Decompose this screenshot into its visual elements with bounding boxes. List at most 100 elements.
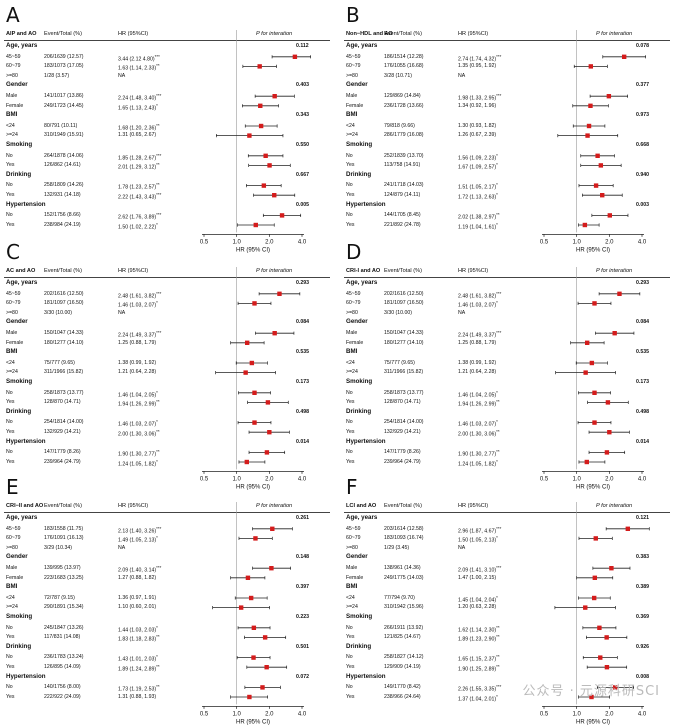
hr-ci: 1.21 (0.64, 2.28) <box>118 369 157 376</box>
event-total: 126/895 (14.09) <box>44 664 81 670</box>
hr-point <box>597 625 602 630</box>
table-rows: Age, years 0.261 45~59 183/1558 (11.75) 2.13… <box>4 502 330 725</box>
subgroup-row: Female 249/1775 (14.03) 1.47 (1.00, 2.15) <box>344 574 670 583</box>
hr-point <box>612 331 617 336</box>
hr-ci: 1.38 (0.99, 1.92) <box>118 359 157 366</box>
significance-stars: *** <box>156 525 162 531</box>
significance-stars: * <box>496 152 498 158</box>
table-header: CRI-I and AO Event/Total (%) HR (95%CI) P f… <box>344 267 670 278</box>
hr-ci: 2.26 (1.55, 3.35)*** <box>458 684 502 693</box>
header-exposure: LCI and AO <box>346 503 377 509</box>
event-total: 79/818 (9.66) <box>384 122 415 129</box>
event-total: 258/1873 (13.77) <box>384 389 424 396</box>
event-total: 222/922 (24.09) <box>44 693 81 700</box>
subgroup-row: <24 75/777 (9.65) 1.38 (0.99, 1.92) <box>4 359 330 368</box>
event-total: 129/909 (14.19) <box>384 664 421 670</box>
subgroup-label: Yes <box>346 664 355 670</box>
hr-point <box>589 694 594 700</box>
significance-stars: ** <box>156 182 160 188</box>
hr-ci: 1.98 (1.33, 2.95)*** <box>458 93 502 102</box>
p-interaction: 0.072 <box>296 673 309 680</box>
subgroup-label: >=80 <box>346 309 358 316</box>
x-tick-label: 4.0 <box>298 476 307 482</box>
subgroup-row: Yes 239/964 (24.79) 1.24 (1.05, 1.82)* <box>344 458 670 468</box>
group-name: BMI <box>6 348 18 356</box>
group-name: Hypertension <box>346 437 386 445</box>
hr-ci: 1.51 (1.05, 2.17)* <box>458 182 498 192</box>
x-axis-title: HR (95% CI) <box>576 247 610 253</box>
event-total: 206/1639 (12.57) <box>44 53 84 60</box>
event-total: 128/870 (14.71) <box>44 399 81 406</box>
event-total: 3/30 (10.00) <box>384 309 412 316</box>
hr-ci: 2.24 (1.49, 3.37)*** <box>458 330 502 339</box>
group-row: Hypertension 0.014 <box>344 438 670 447</box>
subgroup-row: 60~79 181/1097 (16.50) 1.46 (1.03, 2.07)* <box>344 299 670 309</box>
p-interaction: 0.084 <box>636 319 649 326</box>
significance-stars: *** <box>496 53 502 59</box>
group-row: BMI 0.973 <box>344 111 670 120</box>
header-p: P for interation <box>256 31 293 37</box>
subgroup-label: No <box>6 684 13 691</box>
p-interaction: 0.084 <box>296 319 309 326</box>
p-interaction: 0.369 <box>636 614 649 620</box>
subgroup-row: >=80 1/28 (3.57) NA <box>4 72 330 81</box>
subgroup-label: >=80 <box>6 72 18 79</box>
event-total: 180/1277 (14.10) <box>44 339 84 346</box>
event-total: 117/831 (14.08) <box>44 634 81 641</box>
subgroup-row: Yes 128/870 (14.71) 1.94 (1.26, 2.99)** <box>4 398 330 408</box>
significance-stars: ** <box>496 212 500 218</box>
event-total: 3/28 (10.71) <box>384 72 412 79</box>
p-interaction: 0.498 <box>296 408 309 415</box>
subgroup-label: Female <box>6 339 24 346</box>
event-total: 1/29 (3.45) <box>384 544 410 551</box>
header-p: P for interation <box>596 503 633 509</box>
hr-ci: 1.31 (0.65, 2.67) <box>118 132 157 139</box>
subgroup-label: Male <box>6 93 18 99</box>
table-header: LCI and AO Event/Total (%) HR (95%CI) P for… <box>344 502 670 513</box>
group-row: Smoking 0.223 <box>4 613 330 622</box>
hr-ci: 1.25 (0.88, 1.79) <box>118 339 157 346</box>
hr-point <box>262 635 268 640</box>
subgroup-row: <24 79/818 (9.66) 1.30 (0.93, 1.82) <box>344 122 670 131</box>
subgroup-label: No <box>346 212 353 219</box>
event-total: 239/964 (24.79) <box>384 458 421 465</box>
subgroup-label: Yes <box>6 192 15 198</box>
hr-point <box>588 103 593 108</box>
subgroup-label: >=24 <box>6 132 18 139</box>
group-row: BMI 0.397 <box>4 583 330 592</box>
significance-stars: ** <box>156 122 160 128</box>
hr-point <box>592 575 598 580</box>
group-name: Smoking <box>346 613 373 620</box>
subgroup-row: No 245/1847 (13.26) 1.44 (1.03, 2.03)* <box>4 624 330 634</box>
group-row: Hypertension 0.005 <box>4 201 330 210</box>
group-row: Drinking 0.498 <box>4 408 330 417</box>
subgroup-label: Male <box>6 330 18 336</box>
group-name: BMI <box>346 111 358 119</box>
hr-ci: 1.44 (1.03, 2.03)* <box>118 624 158 634</box>
significance-stars: ** <box>496 399 500 405</box>
hr-ci: 2.01 (1.29, 3.12)** <box>118 162 160 171</box>
header-hr: HR (95%CI) <box>118 31 149 37</box>
hr-ci: 1.21 (0.64, 2.28) <box>458 369 497 376</box>
event-total: 150/1047 (14.33) <box>384 330 424 336</box>
x-axis-title: HR (95% CI) <box>236 247 270 253</box>
group-name: Age, years <box>6 514 38 521</box>
hr-ci: NA <box>118 72 126 79</box>
hr-point <box>249 360 255 366</box>
p-interaction: 0.261 <box>296 515 309 521</box>
subgroup-label: 45~59 <box>346 525 361 532</box>
subgroup-label: No <box>346 182 353 189</box>
subgroup-row: Yes 238/984 (24.19) 1.50 (1.02, 2.22)* <box>4 221 330 231</box>
subgroup-label: 60~79 <box>346 300 361 307</box>
p-interaction: 0.173 <box>296 379 309 385</box>
significance-stars: * <box>156 221 158 227</box>
hr-point <box>267 430 272 435</box>
hr-ci: 1.63 (1.14, 2.33)** <box>118 63 160 72</box>
subgroup-row: Male 138/961 (14.36) 2.09 (1.41, 3.10)*** <box>344 564 670 574</box>
p-interaction: 0.377 <box>636 82 649 89</box>
hr-ci: 1.34 (0.92, 1.96) <box>458 102 497 109</box>
significance-stars: * <box>496 419 498 425</box>
x-tick-label: 2.0 <box>265 711 274 717</box>
subgroup-label: 45~59 <box>6 290 21 297</box>
subgroup-label: Male <box>346 330 358 336</box>
